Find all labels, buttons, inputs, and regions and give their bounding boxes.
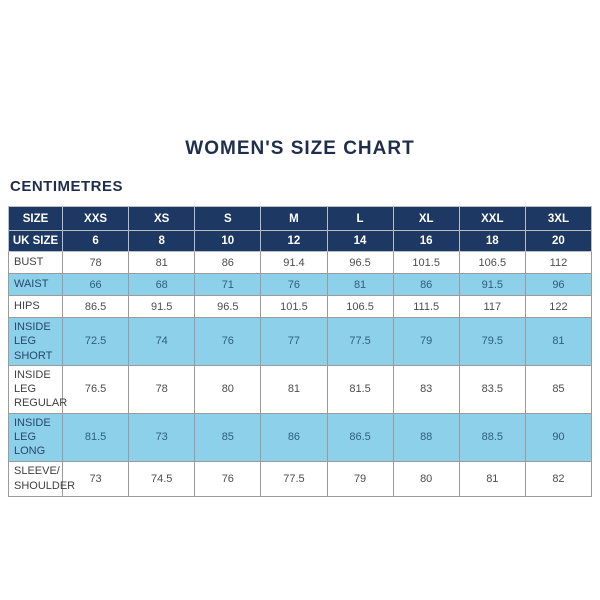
size-chart-body: BUST 78 81 86 91.4 96.5 101.5 106.5 112 WAIST 66 68… [8, 251, 593, 497]
measurement-cell: 96 [524, 273, 593, 296]
page-title: WOMEN'S SIZE CHART [185, 138, 415, 159]
measurement-row: WAIST 66 68 71 76 81 86 91.5 96 [8, 273, 593, 296]
measurement-cell: 86 [194, 251, 262, 274]
measurement-cell: 101.5 [260, 295, 328, 318]
size-label-header: XXL [458, 206, 526, 231]
row-label: INSIDE LEG LONG [8, 412, 63, 462]
measurement-cell: 81.5 [61, 412, 130, 462]
uk-size-cell: 10 [194, 230, 262, 252]
measurement-cell: 86.5 [326, 412, 394, 462]
measurement-cell: 83.5 [458, 364, 526, 414]
measurement-row: INSIDE LEG LONG 81.5 73 85 86 86.5 88 88.5 90 [8, 412, 593, 462]
measurement-cell: 91.5 [458, 273, 526, 296]
uk-size-cell: 6 [61, 230, 130, 252]
uk-size-row: UK SIZE 6 8 10 12 14 16 18 20 [8, 230, 593, 252]
measurement-cell: 74.5 [128, 460, 196, 497]
measurement-cell: 106.5 [326, 295, 394, 318]
measurement-cell: 71 [194, 273, 262, 296]
size-label-header: S [194, 206, 262, 231]
measurement-cell: 78 [128, 364, 196, 414]
measurement-cell: 81 [524, 317, 593, 366]
measurement-cell: 77 [260, 317, 328, 366]
measurement-cell: 111.5 [392, 295, 460, 318]
measurement-cell: 83 [392, 364, 460, 414]
size-label-header: L [326, 206, 394, 231]
measurement-cell: 76 [194, 460, 262, 497]
uk-size-cell: 20 [524, 230, 593, 252]
measurement-cell: 81.5 [326, 364, 394, 414]
measurement-cell: 82 [524, 460, 593, 497]
size-label-header: M [260, 206, 328, 231]
measurement-cell: 81 [326, 273, 394, 296]
size-chart-table: SIZE XXS XS S M L XL XXL 3XL UK SIZE 6 8 10 12 14 16 18 2… [8, 206, 593, 497]
uk-size-cell: 8 [128, 230, 196, 252]
measurement-cell: 76 [194, 317, 262, 366]
size-label-header: XXS [61, 206, 130, 231]
measurement-cell: 91.5 [128, 295, 196, 318]
uk-size-cell: 14 [326, 230, 394, 252]
size-label-header: XS [128, 206, 196, 231]
measurement-cell: 91.4 [260, 251, 328, 274]
measurement-cell: 68 [128, 273, 196, 296]
measurement-cell: 90 [524, 412, 593, 462]
uk-size-row-label: UK SIZE [8, 230, 63, 252]
measurement-cell: 85 [524, 364, 593, 414]
measurement-cell: 85 [194, 412, 262, 462]
measurement-cell: 86 [260, 412, 328, 462]
measurement-cell: 77.5 [260, 460, 328, 497]
size-column-header: SIZE [8, 206, 63, 231]
row-label: INSIDE LEG SHORT [8, 317, 63, 366]
measurement-cell: 74 [128, 317, 196, 366]
measurement-row: HIPS 86.5 91.5 96.5 101.5 106.5 111.5 117 122 [8, 295, 593, 318]
measurement-cell: 88.5 [458, 412, 526, 462]
row-label: WAIST [8, 273, 63, 296]
row-label: BUST [8, 251, 63, 274]
measurement-cell: 88 [392, 412, 460, 462]
measurement-cell: 73 [61, 460, 130, 497]
unit-label: CENTIMETRES [10, 178, 124, 195]
measurement-cell: 81 [260, 364, 328, 414]
measurement-cell: 80 [194, 364, 262, 414]
measurement-cell: 78 [61, 251, 130, 274]
size-label-header: XL [392, 206, 460, 231]
measurement-cell: 81 [128, 251, 196, 274]
measurement-cell: 77.5 [326, 317, 394, 366]
measurement-cell: 79 [392, 317, 460, 366]
row-label: HIPS [8, 295, 63, 318]
size-chart-header: SIZE XXS XS S M L XL XXL 3XL UK SIZE 6 8 10 12 14 16 18 2… [8, 206, 593, 252]
measurement-cell: 86 [392, 273, 460, 296]
measurement-row: INSIDE LEG SHORT 72.5 74 76 77 77.5 79 79.5 81 [8, 317, 593, 366]
measurement-cell: 106.5 [458, 251, 526, 274]
measurement-row: BUST 78 81 86 91.4 96.5 101.5 106.5 112 [8, 251, 593, 274]
measurement-cell: 101.5 [392, 251, 460, 274]
size-header-row: SIZE XXS XS S M L XL XXL 3XL [8, 206, 593, 231]
measurement-cell: 76 [260, 273, 328, 296]
row-label: SLEEVE/ SHOULDER [8, 460, 75, 497]
measurement-cell: 72.5 [61, 317, 130, 366]
uk-size-cell: 16 [392, 230, 460, 252]
measurement-cell: 66 [61, 273, 130, 296]
measurement-row: SLEEVE/ SHOULDER 73 74.5 76 77.5 79 80 81 82 [8, 460, 593, 497]
measurement-cell: 79 [326, 460, 394, 497]
measurement-row: INSIDE LEG REGULAR 76.5 78 80 81 81.5 83 83.5 85 [8, 364, 593, 414]
measurement-cell: 80 [392, 460, 460, 497]
uk-size-cell: 18 [458, 230, 526, 252]
measurement-cell: 112 [524, 251, 593, 274]
row-label: INSIDE LEG REGULAR [8, 364, 67, 414]
measurement-cell: 73 [128, 412, 196, 462]
measurement-cell: 122 [524, 295, 593, 318]
measurement-cell: 117 [458, 295, 526, 318]
size-label-header: 3XL [524, 206, 593, 231]
measurement-cell: 76.5 [61, 364, 130, 414]
measurement-cell: 96.5 [326, 251, 394, 274]
measurement-cell: 96.5 [194, 295, 262, 318]
measurement-cell: 81 [458, 460, 526, 497]
measurement-cell: 79.5 [458, 317, 526, 366]
uk-size-cell: 12 [260, 230, 328, 252]
measurement-cell: 86.5 [61, 295, 130, 318]
